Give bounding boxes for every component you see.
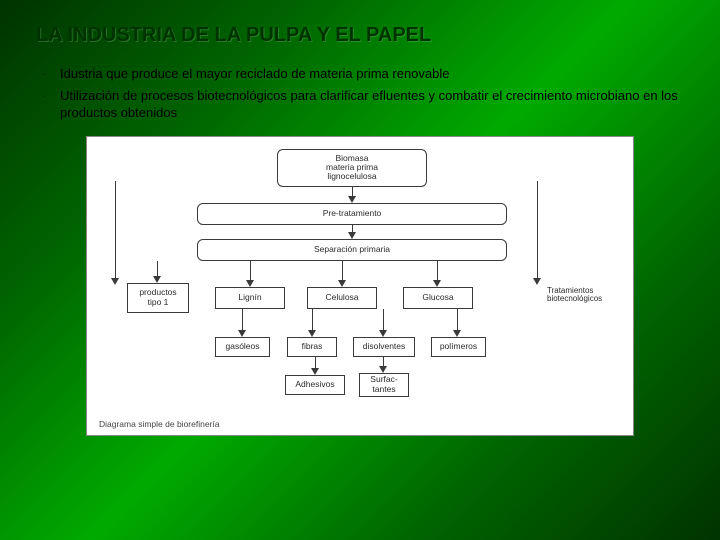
bullet-list: · Idustria que produce el mayor reciclad… bbox=[36, 65, 684, 122]
arrowhead-icon bbox=[348, 196, 356, 203]
list-item: · Idustria que produce el mayor reciclad… bbox=[36, 65, 684, 83]
edge bbox=[383, 309, 384, 331]
arrowhead-icon bbox=[238, 330, 246, 337]
arrowhead-icon bbox=[311, 368, 319, 375]
bullet-dot: · bbox=[36, 65, 60, 83]
page-title: LA INDUSTRIA DE LA PULPA Y EL PAPEL bbox=[36, 24, 684, 47]
bullet-text: Utilización de procesos biotecnológicos … bbox=[60, 87, 684, 122]
arrowhead-icon bbox=[348, 232, 356, 239]
edge bbox=[250, 261, 251, 281]
arrowhead-icon bbox=[153, 276, 161, 283]
node-disolventes: disolventes bbox=[353, 337, 415, 357]
diagram-caption: Diagrama simple de biorefinería bbox=[99, 419, 219, 429]
bullet-text: Idustria que produce el mayor reciclado … bbox=[60, 65, 684, 83]
edge bbox=[457, 309, 458, 331]
node-sep: Separación primaria bbox=[197, 239, 507, 261]
edge bbox=[312, 309, 313, 331]
side-label-right: Tratamientosbiotecnológicos bbox=[547, 287, 602, 305]
edge bbox=[537, 181, 538, 279]
arrowhead-icon bbox=[453, 330, 461, 337]
edge bbox=[157, 261, 158, 277]
diagram-container: Diagrama simple de biorefinería Biomasam… bbox=[36, 136, 684, 436]
node-lignin: Lignín bbox=[215, 287, 285, 309]
arrowhead-icon bbox=[379, 366, 387, 373]
bullet-dot: · bbox=[36, 87, 60, 122]
node-celulosa: Celulosa bbox=[307, 287, 377, 309]
flowchart-diagram: Diagrama simple de biorefinería Biomasam… bbox=[86, 136, 634, 436]
slide: LA INDUSTRIA DE LA PULPA Y EL PAPEL · Id… bbox=[0, 0, 720, 460]
arrowhead-icon bbox=[433, 280, 441, 287]
arrowhead-icon bbox=[246, 280, 254, 287]
node-biomasa: Biomasamateria primalignocelulosa bbox=[277, 149, 427, 187]
edge bbox=[242, 309, 243, 331]
node-fibras: fibras bbox=[287, 337, 337, 357]
node-pretrat: Pre-tratamiento bbox=[197, 203, 507, 225]
arrowhead-icon bbox=[338, 280, 346, 287]
edge bbox=[115, 181, 116, 279]
arrowhead-icon bbox=[111, 278, 119, 285]
arrowhead-icon bbox=[379, 330, 387, 337]
edge bbox=[437, 261, 438, 281]
list-item: · Utilización de procesos biotecnológico… bbox=[36, 87, 684, 122]
arrowhead-icon bbox=[308, 330, 316, 337]
node-prod1: productostipo 1 bbox=[127, 283, 189, 313]
node-adhesivos: Adhesivos bbox=[285, 375, 345, 395]
edge bbox=[342, 261, 343, 281]
node-surfac: Surfac-tantes bbox=[359, 373, 409, 397]
node-gasoleos: gasóleos bbox=[215, 337, 270, 357]
arrowhead-icon bbox=[533, 278, 541, 285]
node-polimeros: polímeros bbox=[431, 337, 486, 357]
node-glucosa: Glucosa bbox=[403, 287, 473, 309]
